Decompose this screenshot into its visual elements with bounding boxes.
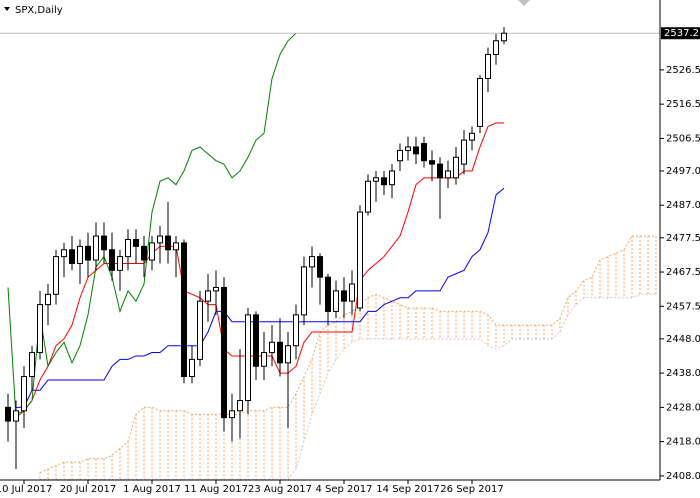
y-tick-label: 2477.5: [666, 233, 700, 244]
candle-body: [149, 242, 155, 261]
y-tick-label: 2418.0: [666, 437, 700, 448]
y-tick-label: 2467.5: [666, 267, 700, 278]
candle-body: [421, 143, 427, 162]
candle-body: [157, 235, 163, 244]
candle-body: [301, 266, 307, 316]
last-price-box: [661, 27, 700, 40]
candle-body: [277, 341, 283, 364]
y-tick-label: 2487.0: [666, 200, 700, 211]
candle-body: [253, 314, 259, 367]
candle-body: [493, 40, 499, 55]
candle-body: [117, 256, 123, 271]
candle-body: [469, 132, 475, 141]
candle-body: [229, 410, 235, 419]
candle-body: [349, 283, 355, 302]
candle-body: [205, 290, 211, 302]
candle-body: [341, 290, 347, 302]
x-tick-label: 11 Aug 2017: [184, 484, 248, 495]
candle-body: [285, 345, 291, 364]
candle-body: [373, 177, 379, 182]
tenkan-line: [15, 122, 504, 415]
y-tick-label: 2438.0: [666, 368, 700, 379]
candle-body: [397, 149, 403, 162]
y-tick-label: 2448.0: [666, 334, 700, 345]
candle-body: [325, 276, 331, 312]
candle-body: [77, 245, 83, 264]
y-tick-label: 2428.0: [666, 402, 700, 413]
y-tick-label: 2457.5: [666, 301, 700, 312]
y-tick-label: 2516.5: [666, 99, 700, 110]
candle-body: [85, 245, 91, 261]
candle-body: [381, 177, 387, 186]
x-tick-label: 1 Aug 2017: [123, 484, 181, 495]
candle-body: [13, 410, 19, 422]
candle-body: [437, 163, 443, 179]
candle-body: [21, 376, 27, 412]
candle-body: [445, 170, 451, 179]
candle-body: [389, 170, 395, 186]
chikou-line: [7, 32, 297, 419]
candle-body: [413, 146, 419, 155]
span-b-line: [40, 293, 656, 480]
candle-body: [189, 358, 195, 378]
candle-body: [109, 249, 115, 271]
candle-body: [197, 300, 203, 360]
x-tick-label: 14 Sep 2017: [376, 484, 439, 495]
candle-body: [293, 314, 299, 347]
candle-body: [29, 352, 35, 378]
candle-body: [357, 211, 363, 309]
plot-area: [0, 27, 660, 480]
scroll-marker: [518, 0, 530, 6]
candle-body: [181, 242, 187, 378]
candle-body: [141, 245, 147, 261]
y-tick-label: 2408.0: [666, 471, 700, 482]
candle-body: [317, 256, 323, 278]
kijun-line: [16, 187, 505, 408]
candle-body: [5, 406, 11, 422]
y-tick-label: 2526.5: [666, 65, 700, 76]
candle-body: [165, 235, 171, 251]
candle-body: [125, 238, 131, 258]
candle-body: [245, 314, 251, 402]
candle-body: [221, 286, 227, 419]
menu-icon[interactable]: [4, 7, 10, 11]
candle-body: [453, 156, 459, 179]
x-tick-label: 23 Aug 2017: [248, 484, 312, 495]
x-tick-label: 26 Sep 2017: [440, 484, 503, 495]
candle-body: [93, 235, 99, 261]
candle-body: [261, 352, 267, 367]
candle-body: [477, 77, 483, 127]
candle-body: [45, 293, 51, 306]
candle-body: [309, 256, 315, 268]
candle-body: [37, 304, 43, 354]
chart-title: SPX,Daily: [15, 5, 63, 16]
candle-body: [133, 238, 139, 247]
candle-body: [365, 180, 371, 213]
candle-body: [333, 290, 339, 312]
candle-body: [173, 242, 179, 251]
candle-body: [237, 400, 243, 412]
y-tick-label: 2506.5: [666, 133, 700, 144]
candle-body: [501, 32, 507, 42]
candle-body: [213, 286, 219, 292]
candle-body: [53, 256, 59, 295]
span-a-line: [39, 235, 656, 473]
candle-body: [61, 249, 67, 258]
y-tick-label: 2497.0: [666, 166, 700, 177]
x-tick-label: 20 Jul 2017: [60, 484, 117, 495]
last-price-label: 2537.2: [664, 28, 699, 39]
candle-body: [405, 146, 411, 151]
candle-body: [69, 249, 75, 264]
candle-body: [429, 160, 435, 165]
candle-body: [101, 235, 107, 251]
x-tick-label: 4 Sep 2017: [315, 484, 372, 495]
candle-body: [485, 53, 491, 79]
candle-body: [269, 341, 275, 354]
x-tick-label: 10 Jul 2017: [0, 484, 52, 495]
candle-body: [461, 139, 467, 165]
